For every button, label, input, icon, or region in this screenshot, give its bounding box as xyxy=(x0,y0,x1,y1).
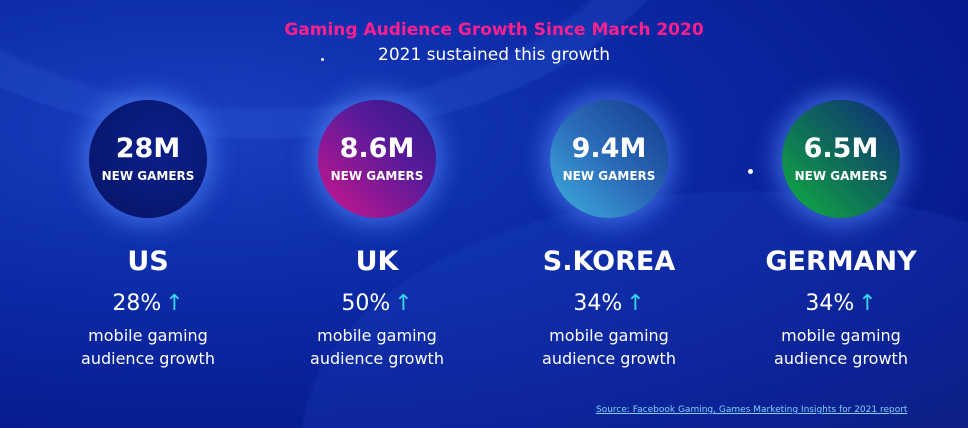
arrow-up-icon: ↑ xyxy=(165,291,184,316)
new-gamers-value: 9.4M xyxy=(571,133,647,164)
growth-desc: mobile gaming xyxy=(781,326,901,345)
growth-percent: 34% xyxy=(805,291,855,316)
market-uk: 8.6M NEW GAMERS UK 50% ↑ mobile gaming aud… xyxy=(277,100,477,370)
arrow-up-icon: ↑ xyxy=(394,291,413,316)
new-gamers-label: NEW GAMERS xyxy=(562,169,656,183)
country-name: S.KOREA xyxy=(542,246,676,277)
market-us: 28M NEW GAMERS US 28% ↑ mobile gaming audi… xyxy=(48,100,248,370)
growth-desc: mobile gaming xyxy=(317,326,437,345)
source-link[interactable]: Source: Facebook Gaming, Games Marketing… xyxy=(596,405,908,415)
new-gamers-label: NEW GAMERS xyxy=(794,169,888,183)
growth-percent: 28% xyxy=(112,291,162,316)
new-gamers-label: NEW GAMERS xyxy=(330,169,424,183)
growth-desc: audience growth xyxy=(81,349,215,368)
page-title: Gaming Audience Growth Since March 2020 xyxy=(284,20,704,40)
decorative-dot xyxy=(748,169,753,174)
country-name: US xyxy=(127,246,169,277)
growth-percent: 34% xyxy=(573,291,623,316)
stat-circle: 6.5M NEW GAMERS xyxy=(782,100,900,218)
new-gamers-value: 8.6M xyxy=(339,133,415,164)
growth-desc: audience growth xyxy=(542,349,676,368)
growth-desc: mobile gaming xyxy=(88,326,208,345)
country-name: GERMANY xyxy=(765,246,917,277)
decorative-dot xyxy=(321,58,324,61)
growth-desc: audience growth xyxy=(774,349,908,368)
country-name: UK xyxy=(355,246,399,277)
growth-desc: audience growth xyxy=(310,349,444,368)
stat-circle: 9.4M NEW GAMERS xyxy=(550,100,668,218)
arrow-up-icon: ↑ xyxy=(626,291,645,316)
stat-circle: 8.6M NEW GAMERS xyxy=(318,100,436,218)
new-gamers-value: 28M xyxy=(115,133,181,164)
new-gamers-label: NEW GAMERS xyxy=(101,169,195,183)
growth-desc: mobile gaming xyxy=(549,326,669,345)
arrow-up-icon: ↑ xyxy=(858,291,877,316)
stat-circle: 28M NEW GAMERS xyxy=(89,100,207,218)
page-subtitle: 2021 sustained this growth xyxy=(378,45,610,65)
new-gamers-value: 6.5M xyxy=(803,133,879,164)
growth-percent: 50% xyxy=(341,291,391,316)
market-s-korea: 9.4M NEW GAMERS S.KOREA 34% ↑ mobile gami… xyxy=(509,100,709,370)
market-germany: 6.5M NEW GAMERS GERMANY 34% ↑ mobile gami… xyxy=(741,100,941,370)
